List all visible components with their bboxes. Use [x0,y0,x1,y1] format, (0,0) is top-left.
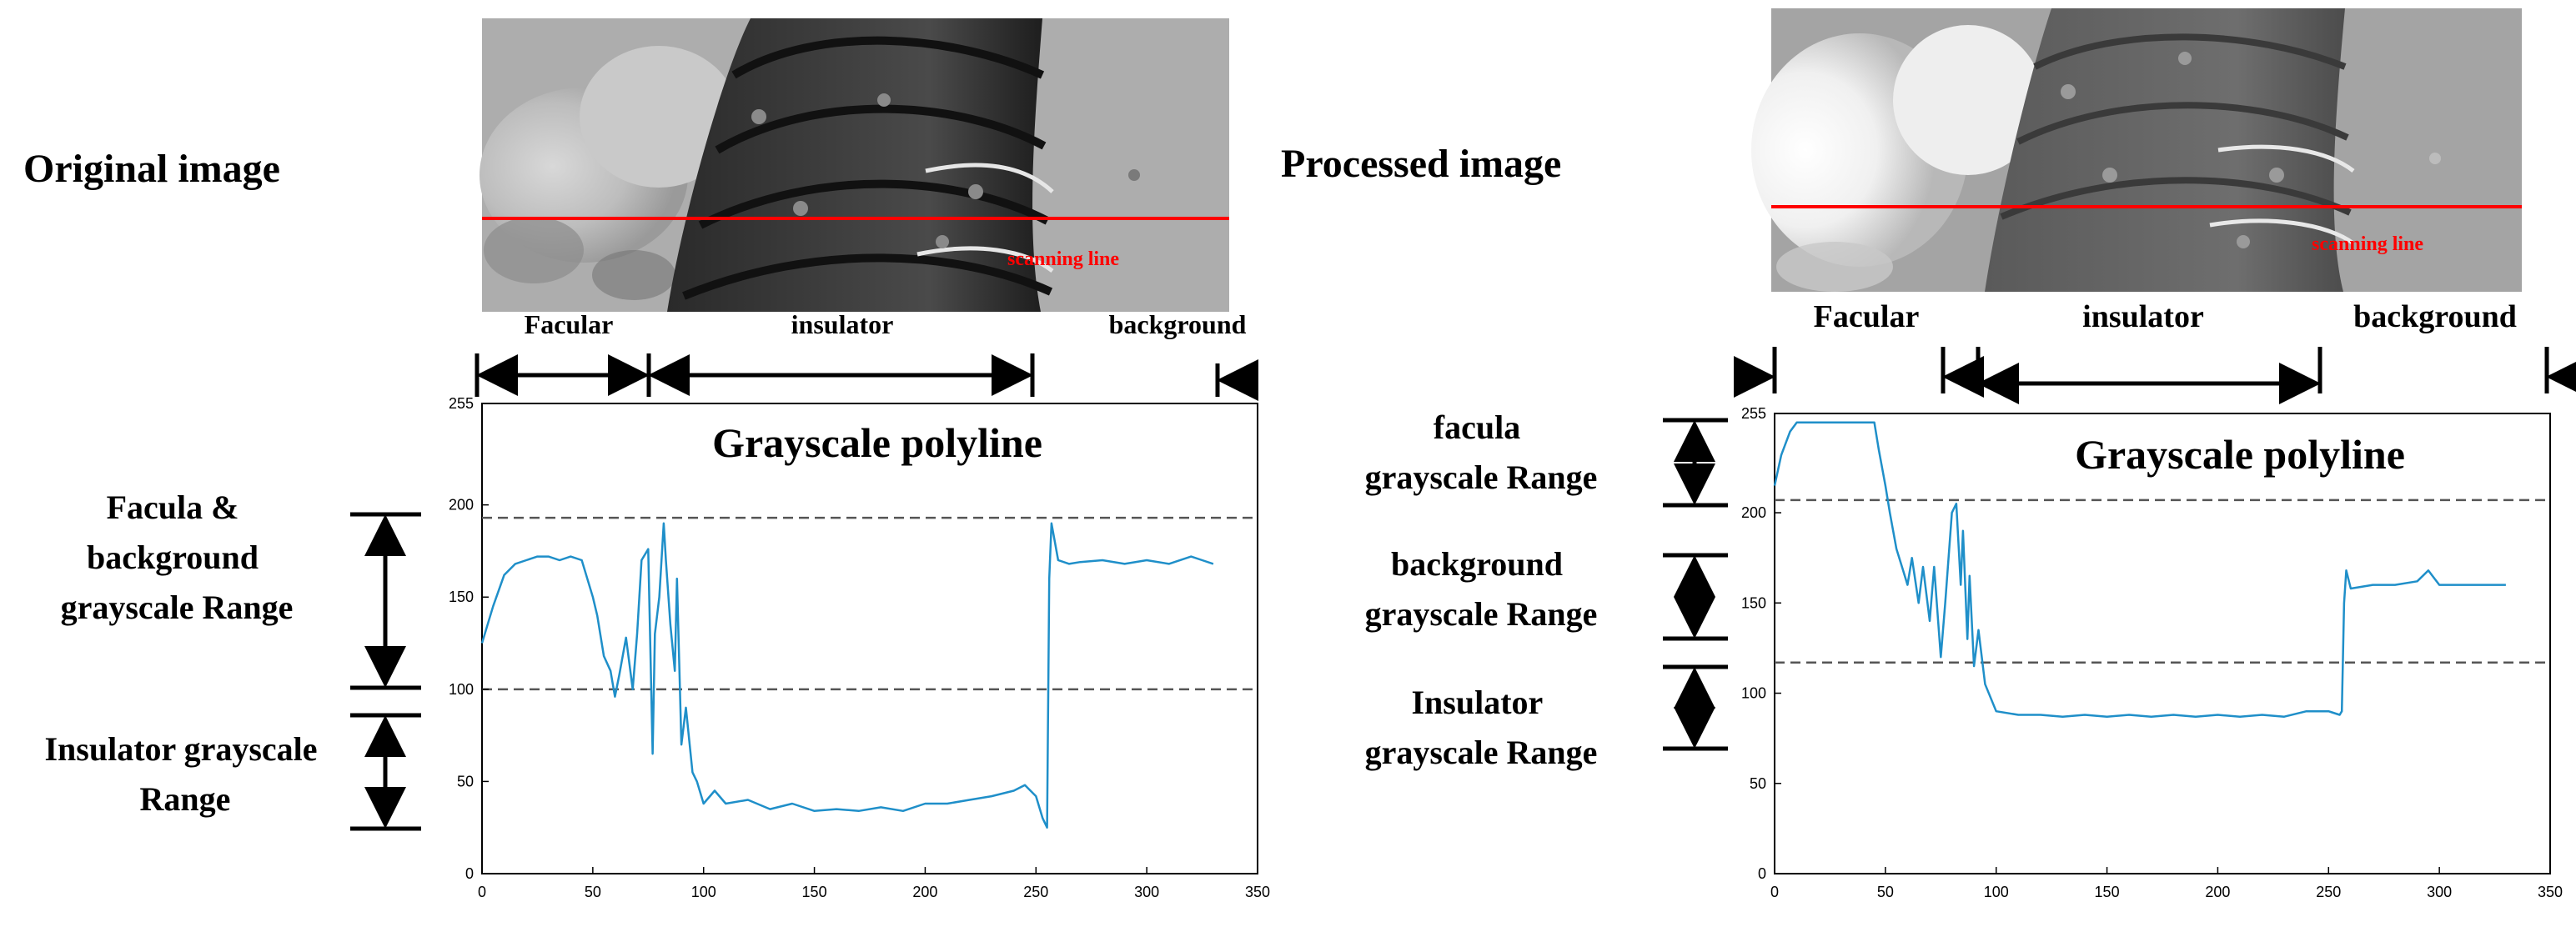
right-ytick-label-50: 50 [1750,775,1766,792]
right-scan-label: scanning line [2312,233,2423,255]
left-xtick-label-300: 300 [1134,884,1159,900]
right-ytick-label-255: 255 [1741,405,1766,422]
left-ytick-label-0: 0 [465,865,474,882]
right-grayscale-chart: 0 50 100 150 200 250 300 350 0 50 100 150 200 255 Gray… [1741,405,2563,900]
left-background-label: background [1109,309,1247,339]
left-upper-range-label: Facula & background grayscale Range [61,489,294,626]
left-xtick-label-350: 350 [1245,884,1270,900]
right-xtick-label-100: 100 [1984,884,2009,900]
right-xtick-label-150: 150 [2095,884,2120,900]
left-photo: scanning line [480,18,1229,312]
right-grayscale-series-line [1773,421,2506,718]
right-panel: Processed image [1281,8,2576,900]
right-xtick-label-350: 350 [2538,884,2563,900]
right-top-range-line-1: facula [1434,408,1520,446]
right-ytick-label-150: 150 [1741,594,1766,611]
left-upper-range-line-2: background [87,539,259,576]
right-ytick-label-0: 0 [1758,865,1766,882]
right-bottom-range-line-1: Insulator [1411,684,1542,721]
right-middle-range-label: background grayscale Range [1365,545,1598,633]
right-region-arrows [1734,347,2576,404]
left-ytick-label-200: 200 [449,497,474,514]
right-xtick-label-250: 250 [2316,884,2341,900]
left-xtick-label-50: 50 [585,884,601,900]
left-panel: Original image [23,18,1270,900]
left-ytick-label-255: 255 [449,395,474,412]
right-xtick-label-200: 200 [2205,884,2230,900]
left-insulator-label: insulator [791,309,894,339]
left-heading: Original image [23,147,280,191]
left-xtick-label-0: 0 [478,884,486,900]
left-facula-blob [480,46,738,300]
left-grayscale-series-line [480,522,1214,829]
right-xtick-label-0: 0 [1770,884,1779,900]
right-xtick-label-50: 50 [1877,884,1894,900]
left-plot-frame [481,403,1258,874]
left-xtick-label-250: 250 [1023,884,1048,900]
left-lower-range-line-2: Range [140,780,231,818]
left-xtick-label-100: 100 [691,884,716,900]
right-top-range-label: facula grayscale Range [1365,408,1598,496]
left-ytick-label-150: 150 [449,589,474,605]
right-photo: scanning line [1751,8,2522,292]
right-range-annotations [1663,418,1728,751]
left-upper-range-line-1: Facula & [107,489,239,526]
right-xtick-label-300: 300 [2427,884,2452,900]
right-plot-title: Grayscale polyline [2075,431,2405,478]
left-plot-title: Grayscale polyline [712,419,1042,466]
right-bottom-range-line-2: grayscale Range [1365,734,1598,771]
right-middle-range-line-2: grayscale Range [1365,595,1598,633]
right-ytick-label-100: 100 [1741,685,1766,702]
left-ytick-label-100: 100 [449,681,474,698]
left-grayscale-chart: 0 50 100 150 200 250 300 350 0 50 100 150 200 255 Gray… [449,395,1270,900]
right-plot-frame [1774,413,2551,874]
right-background-label: background [2353,299,2517,334]
left-xtick-label-150: 150 [802,884,827,900]
left-lower-range-label: Insulator grayscale Range [44,730,325,818]
left-ytick-label-50: 50 [457,773,474,789]
right-middle-range-line-1: background [1391,545,1563,583]
right-insulator-label: insulator [2082,299,2204,334]
left-upper-range-line-3: grayscale Range [61,589,294,626]
left-scan-label: scanning line [1007,248,1119,270]
left-facula-label: Facular [525,309,614,339]
left-insulator-sheds [667,18,1140,312]
right-top-range-line-2: grayscale Range [1365,458,1598,496]
right-ytick-label-200: 200 [1741,504,1766,521]
left-range-annotations [350,512,421,831]
right-insulator-sheds [1985,8,2441,292]
right-facula-label: Facular [1814,299,1920,334]
right-heading: Processed image [1281,142,1561,186]
left-lower-range-line-1: Insulator grayscale [44,730,317,768]
right-bottom-range-label: Insulator grayscale Range [1365,684,1598,771]
left-xtick-label-200: 200 [912,884,937,900]
left-region-arrows [475,353,1258,401]
